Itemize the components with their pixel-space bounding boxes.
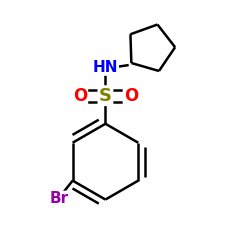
Text: O: O bbox=[73, 87, 87, 105]
Text: O: O bbox=[124, 87, 138, 105]
Text: HN: HN bbox=[93, 60, 118, 75]
Text: Br: Br bbox=[50, 192, 69, 206]
Text: S: S bbox=[99, 87, 112, 105]
